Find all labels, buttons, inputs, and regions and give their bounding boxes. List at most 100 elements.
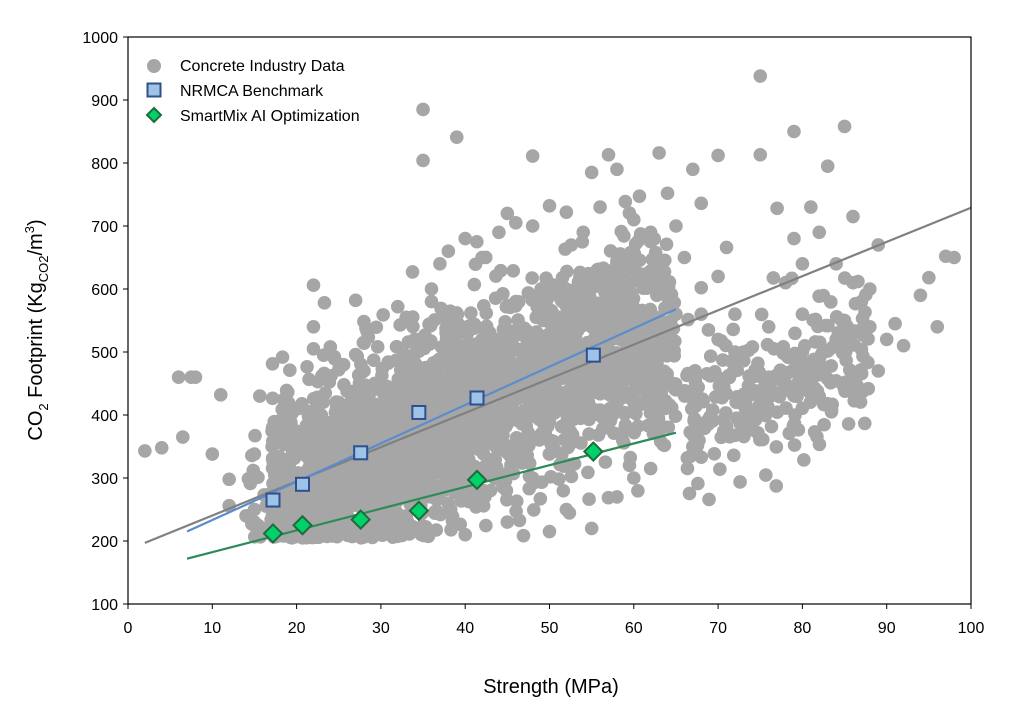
industry-data-point (847, 324, 862, 338)
industry-data-point (565, 428, 580, 442)
industry-data-point (375, 368, 389, 383)
industry-data-point (458, 231, 473, 246)
industry-data-point (713, 462, 727, 477)
industry-data-point (835, 346, 850, 360)
industry-data-point (766, 271, 781, 285)
industry-data-point (686, 439, 700, 454)
industry-data-point (348, 347, 363, 362)
industry-data-point (627, 395, 641, 410)
industry-data-point (434, 301, 448, 316)
industry-data-point (397, 520, 412, 534)
industry-data-point (441, 433, 456, 447)
industry-data-point (564, 469, 579, 484)
industry-data-point (175, 430, 190, 444)
industry-data-point (797, 453, 811, 467)
industry-data-point (464, 306, 478, 320)
industry-data-point (729, 411, 744, 425)
industry-data-point (719, 425, 734, 440)
industry-data-point (632, 189, 647, 203)
industry-data-point (599, 292, 614, 306)
legend-label-concrete: Concrete Industry Data (180, 58, 345, 75)
industry-data-point (804, 200, 818, 214)
nrmca-data-point (469, 390, 485, 406)
industry-data-point (682, 486, 697, 501)
x-tick-label: 30 (372, 620, 390, 637)
industry-data-point (500, 206, 515, 221)
industry-data-point (374, 420, 388, 435)
industry-data-point (716, 413, 731, 427)
industry-data-point (795, 345, 810, 359)
industry-data-point (416, 524, 430, 539)
industry-data-point (896, 338, 911, 353)
industry-data-point (593, 200, 607, 214)
industry-data-point (509, 504, 523, 518)
industry-data-point (499, 483, 514, 498)
industry-data-point (640, 358, 655, 373)
industry-data-point (247, 515, 262, 529)
industry-data-point (610, 490, 624, 504)
industry-data-point (424, 294, 439, 309)
industry-data-point (445, 445, 459, 460)
industry-data-point (292, 490, 307, 505)
industry-data-point (374, 521, 388, 536)
industry-data-point (459, 446, 474, 461)
industry-data-point (778, 347, 792, 362)
industry-data-point (821, 318, 835, 333)
industry-data-point (552, 472, 566, 486)
industry-data-point (519, 327, 534, 342)
industry-data-point (276, 428, 290, 443)
industry-data-point (542, 433, 557, 448)
industry-data-point (545, 445, 560, 459)
industry-data-point (863, 320, 877, 334)
y-tick-label: 700 (91, 219, 118, 236)
industry-data-point (769, 440, 784, 454)
industry-data-point (420, 438, 435, 452)
industry-data-point (499, 400, 514, 414)
industry-data-point (542, 524, 557, 539)
industry-data-point (711, 148, 725, 163)
industry-data-point (449, 130, 464, 144)
industry-data-point (394, 358, 409, 372)
industry-data-point (846, 275, 860, 290)
industry-data-point (572, 377, 587, 391)
industry-data-point (608, 379, 623, 393)
industry-data-point (559, 390, 573, 404)
industry-data-point (508, 216, 523, 230)
industry-data-point (511, 313, 525, 327)
industry-data-point (711, 332, 725, 347)
industry-data-point (306, 320, 321, 334)
industry-data-point (279, 383, 294, 398)
industry-data-point (453, 517, 468, 532)
industry-data-point (841, 417, 856, 431)
industry-data-point (733, 475, 747, 489)
industry-data-point (521, 286, 536, 300)
industry-data-point (622, 458, 637, 473)
industry-data-point (694, 196, 709, 211)
industry-data-point (584, 320, 599, 334)
industry-data-point (138, 444, 152, 458)
industry-data-point (728, 345, 742, 359)
industry-data-point (769, 479, 784, 493)
industry-data-point (331, 362, 346, 377)
industry-data-point (584, 269, 599, 284)
industry-data-point (542, 199, 557, 213)
industry-data-point (496, 322, 511, 337)
industry-data-point (845, 379, 860, 394)
industry-data-point (506, 264, 521, 278)
industry-data-point (930, 320, 945, 334)
industry-data-point (542, 332, 557, 347)
industry-data-point (500, 345, 515, 359)
industry-data-point (753, 69, 768, 83)
industry-data-point (627, 471, 641, 485)
industry-data-point (307, 403, 321, 418)
industry-data-point (277, 461, 292, 476)
industry-data-point (535, 381, 549, 395)
industry-data-point (617, 300, 632, 314)
industry-data-point (680, 368, 694, 383)
industry-data-point (533, 491, 548, 506)
industry-data-point (247, 502, 262, 517)
y-tick-label: 100 (91, 597, 118, 614)
industry-data-point (694, 280, 709, 295)
industry-data-point (390, 299, 405, 314)
